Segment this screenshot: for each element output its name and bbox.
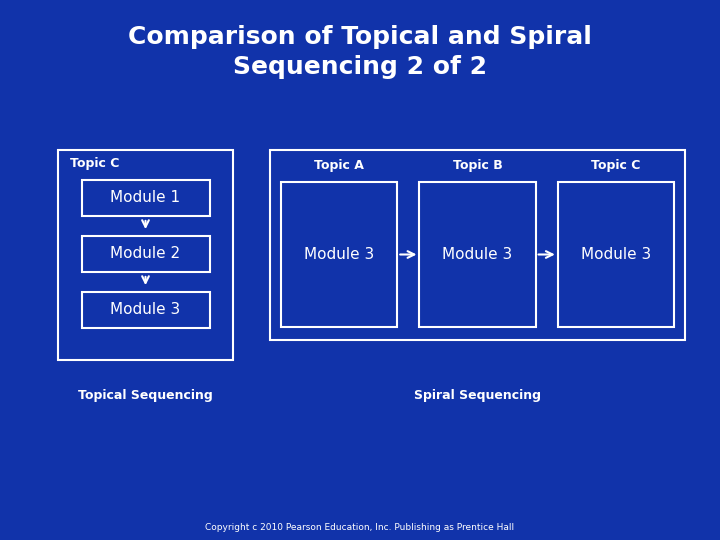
Text: Module 3: Module 3 (442, 247, 513, 262)
Text: Topical Sequencing: Topical Sequencing (78, 388, 213, 402)
Text: Topic C: Topic C (591, 159, 641, 172)
Text: Module 3: Module 3 (110, 302, 181, 318)
Text: Topic C: Topic C (70, 158, 120, 171)
Text: Copyright c 2010 Pearson Education, Inc. Publishing as Prentice Hall: Copyright c 2010 Pearson Education, Inc.… (205, 523, 515, 532)
Text: Module 3: Module 3 (304, 247, 374, 262)
Text: Topic A: Topic A (314, 159, 364, 172)
Text: Topic B: Topic B (453, 159, 503, 172)
Text: Module 2: Module 2 (110, 246, 181, 261)
Text: Comparison of Topical and Spiral
Sequencing 2 of 2: Comparison of Topical and Spiral Sequenc… (128, 25, 592, 79)
Text: Module 3: Module 3 (581, 247, 651, 262)
Text: Spiral Sequencing: Spiral Sequencing (414, 388, 541, 402)
Text: Module 1: Module 1 (110, 191, 181, 206)
